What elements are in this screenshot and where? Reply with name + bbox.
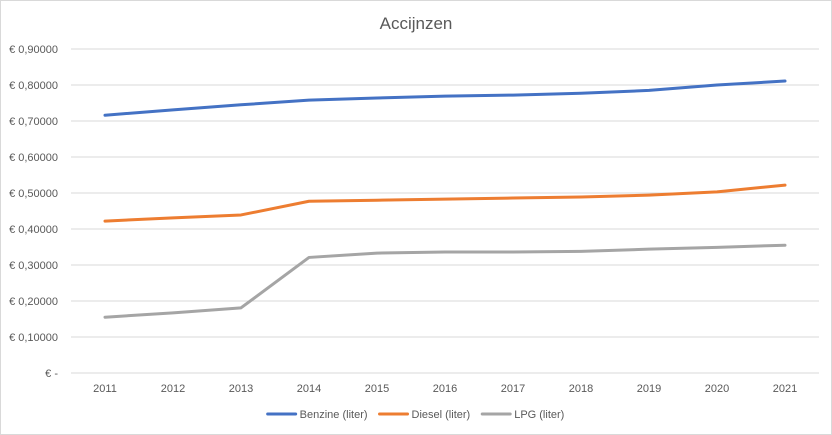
series-line-1 (103, 183, 787, 223)
y-tick-label: € 0,60000 (9, 152, 58, 164)
series-line-0 (103, 79, 787, 117)
y-tick-label: € 0,90000 (9, 44, 58, 56)
legend: Benzine (liter) Diesel (liter) LPG (liter) (266, 409, 564, 421)
y-tick-label: € 0,50000 (9, 188, 58, 200)
x-tick-label: 2016 (433, 383, 457, 395)
x-tick-label: 2014 (297, 383, 321, 395)
x-tick-label: 2020 (705, 383, 729, 395)
y-tick-label: € 0,20000 (9, 296, 58, 308)
y-tick-label: € 0,40000 (9, 224, 58, 236)
y-axis-ticks: € - € 0,10000 € 0,20000 € 0,30000 € 0,40000 €… (9, 44, 58, 380)
x-tick-label: 2013 (229, 383, 253, 395)
y-tick-label: € 0,10000 (9, 332, 58, 344)
x-tick-label: 2015 (365, 383, 389, 395)
legend-label-0: Benzine (liter) (300, 409, 368, 421)
x-tick-label: 2017 (501, 383, 525, 395)
legend-label-1: Diesel (liter) (412, 409, 471, 421)
y-tick-label: € 0,80000 (9, 80, 58, 92)
x-tick-label: 2012 (161, 383, 185, 395)
series-lines (103, 79, 787, 319)
x-tick-label: 2011 (93, 383, 117, 395)
chart-title: Accijnzen (380, 14, 453, 33)
x-tick-label: 2021 (773, 383, 797, 395)
y-tick-label: € 0,30000 (9, 260, 58, 272)
y-tick-label: € - (45, 368, 58, 380)
x-tick-label: 2018 (569, 383, 593, 395)
x-axis-ticks: 2011 2012 2013 2014 2015 2016 2017 2018 2019 2020… (93, 383, 797, 395)
legend-label-2: LPG (liter) (514, 409, 564, 421)
x-tick-label: 2019 (637, 383, 661, 395)
series-line-2 (103, 243, 787, 319)
y-tick-label: € 0,70000 (9, 116, 58, 128)
